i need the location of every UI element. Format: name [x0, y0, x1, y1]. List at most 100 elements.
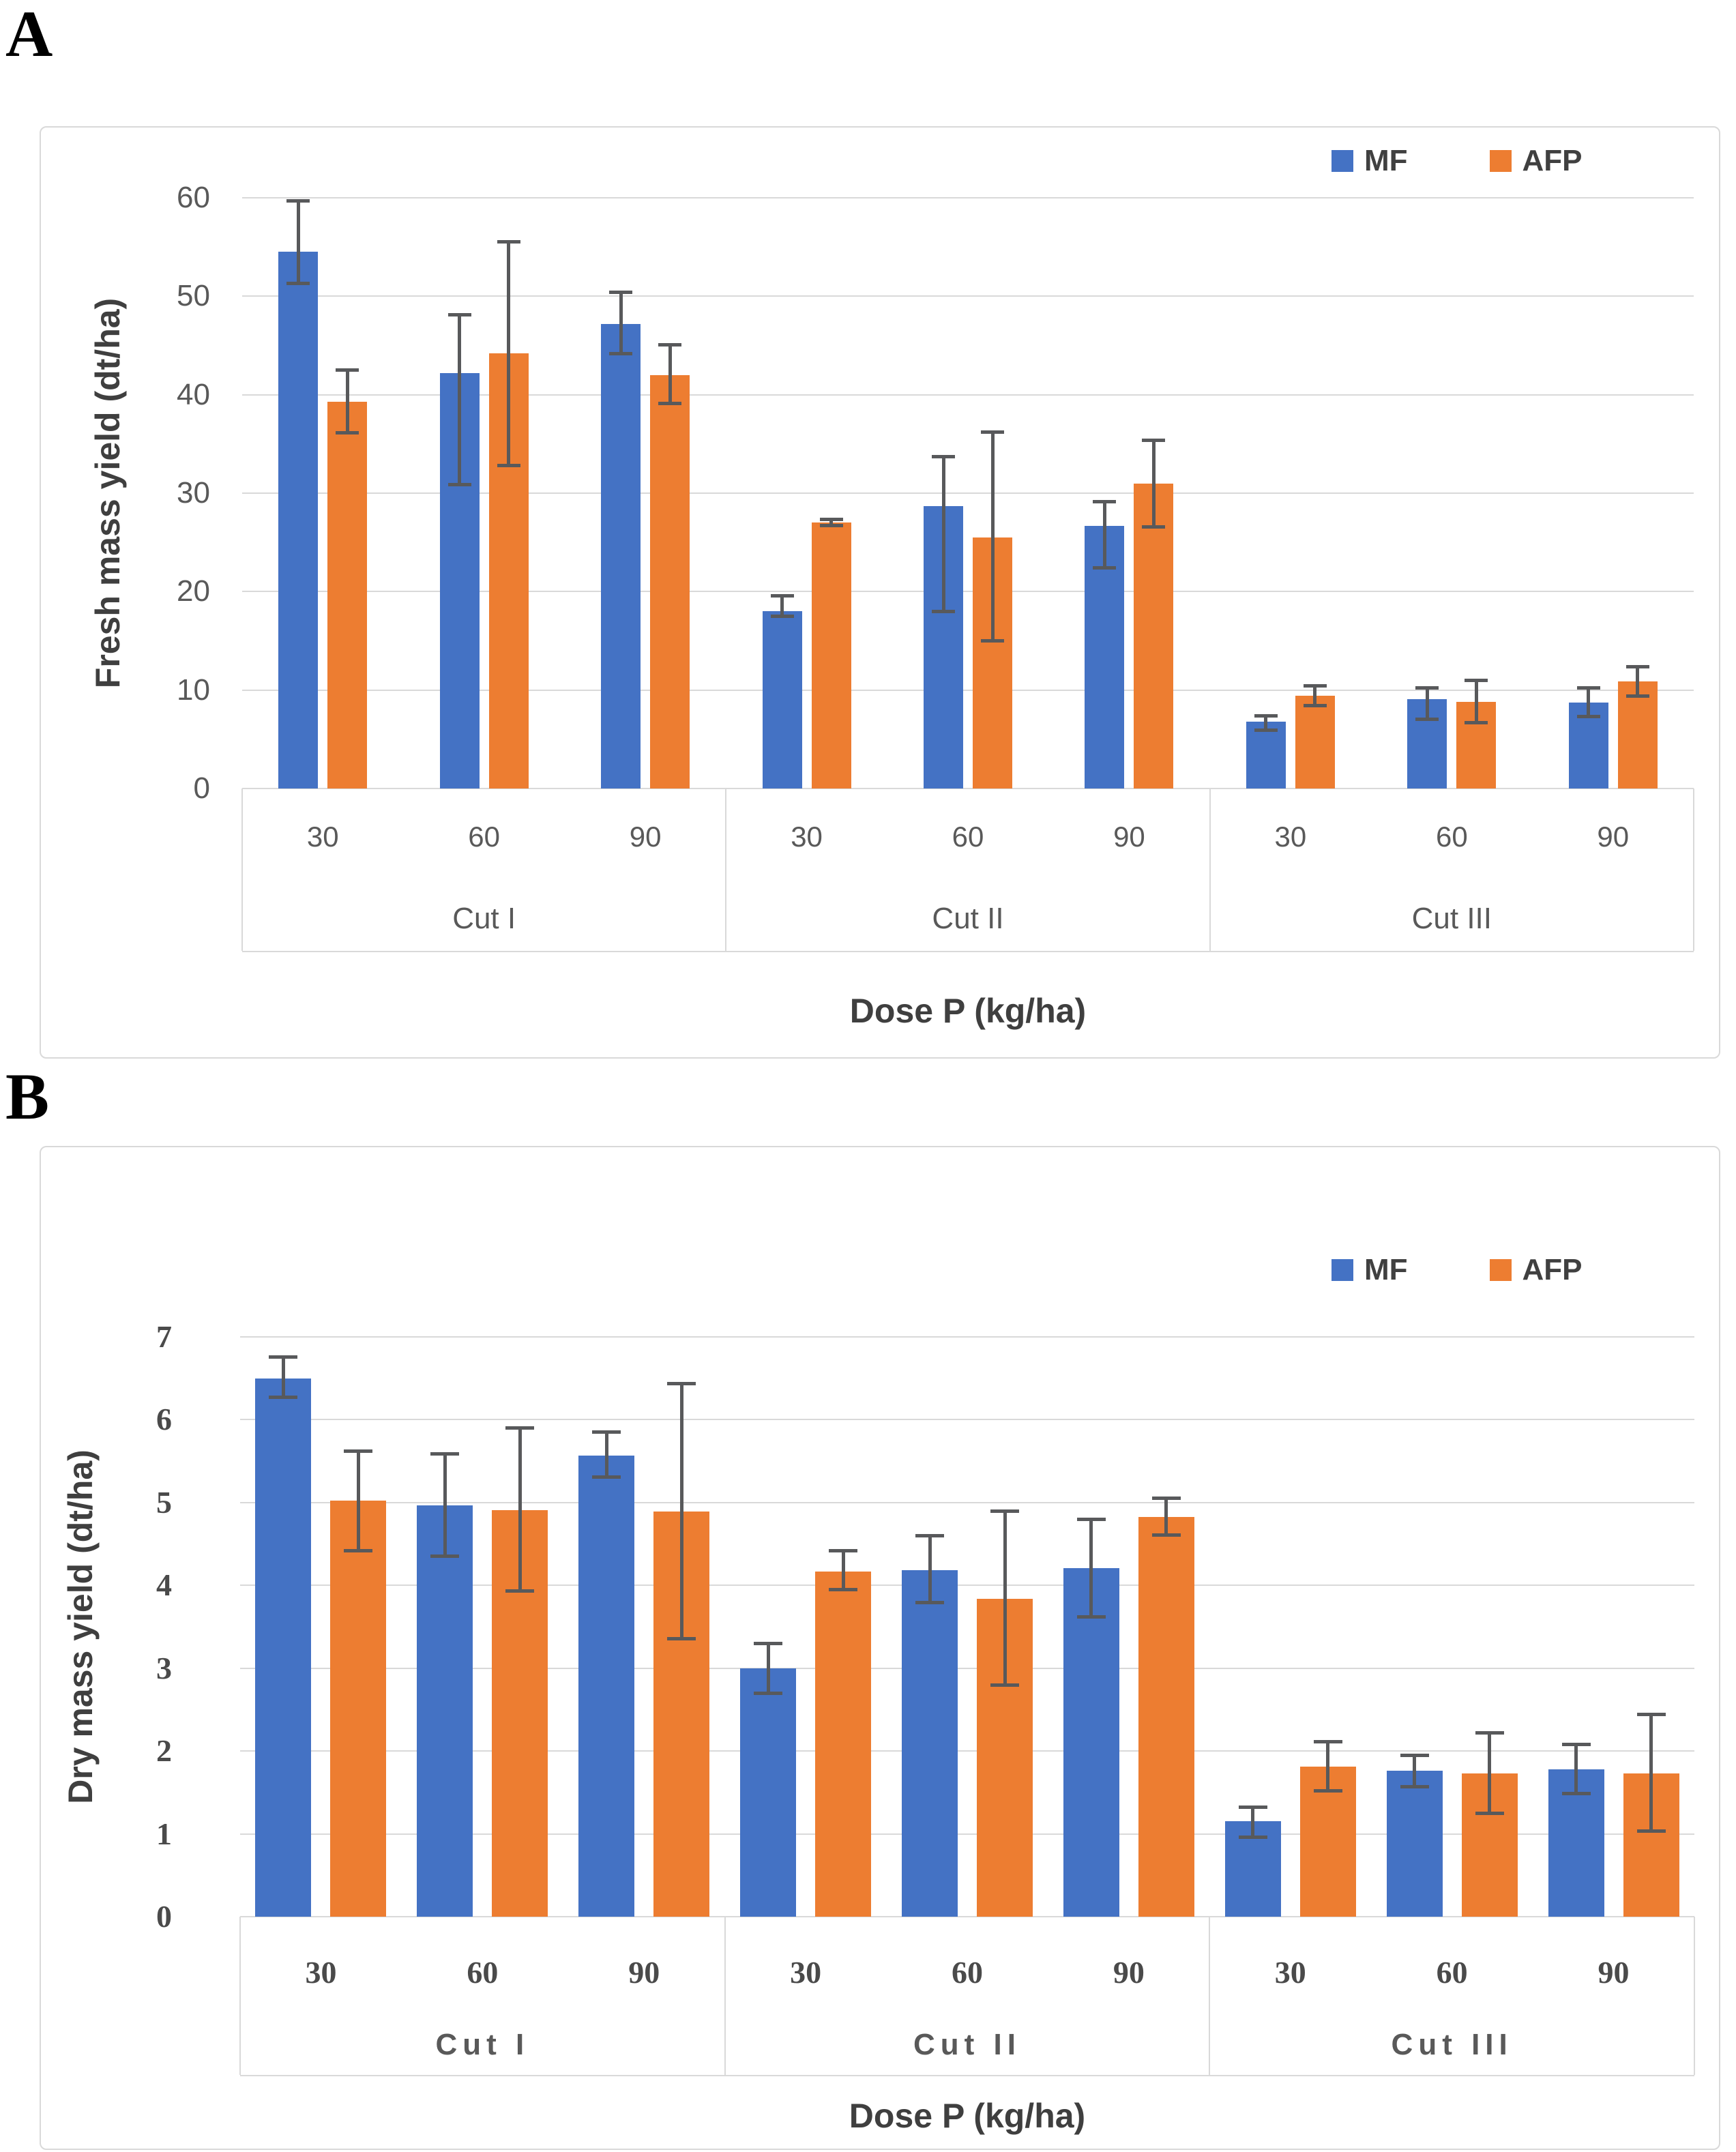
error-bar-cap	[1636, 1829, 1666, 1833]
error-bar	[1003, 1511, 1007, 1685]
error-bar	[1636, 666, 1640, 696]
error-bar-cap	[1576, 686, 1600, 690]
y-tick-label: 50	[177, 279, 210, 313]
dose-tick-label: 60	[952, 821, 984, 853]
cut-group-label: Cut III	[1391, 2028, 1513, 2061]
gridline	[242, 197, 1694, 198]
legend-a: MF AFP	[1332, 146, 1583, 176]
error-bar-cap	[1238, 1805, 1267, 1810]
error-bar-cap	[932, 609, 955, 613]
error-bar-cap	[447, 313, 471, 317]
gridline	[242, 295, 1694, 297]
error-bar	[941, 456, 945, 612]
y-tick-label: 20	[177, 574, 210, 608]
dose-tick-label: 30	[1274, 821, 1307, 853]
error-bar	[829, 519, 834, 526]
y-tick-label: 3	[156, 1650, 172, 1685]
axis-box-divider	[1693, 788, 1694, 951]
error-bar-cap	[497, 464, 520, 468]
axis-box-bottom-border	[242, 951, 1694, 952]
error-bar-cap	[667, 1636, 696, 1640]
gridline	[240, 1336, 1694, 1338]
legend-b-item-afp: AFP	[1489, 1253, 1583, 1286]
cut-group-label: Cut II	[913, 2028, 1021, 2061]
gridline	[240, 1584, 1694, 1587]
gridline	[240, 1667, 1694, 1669]
axis-box-bottom-border	[240, 2075, 1694, 2076]
y-tick-label: 2	[156, 1733, 172, 1769]
bar-mf	[1063, 1567, 1119, 1917]
y-tick-label: 30	[177, 476, 210, 510]
error-bar	[1251, 1807, 1255, 1838]
axis-box-divider	[1694, 1917, 1695, 2075]
legend-b-label-afp: AFP	[1522, 1253, 1583, 1286]
error-bar-cap	[344, 1548, 373, 1552]
error-bar	[458, 314, 462, 484]
error-bar-cap	[658, 402, 682, 406]
dose-tick-label: 60	[467, 1955, 499, 1990]
chart-b-area	[40, 1146, 1720, 2150]
error-bar-cap	[1238, 1835, 1267, 1839]
bar-afp	[1295, 696, 1335, 788]
error-bar	[518, 1428, 522, 1591]
legend-a-item-mf: MF	[1332, 146, 1408, 176]
error-bar-cap	[667, 1381, 696, 1385]
error-bar-cap	[1313, 1740, 1342, 1744]
error-bar-cap	[1636, 1713, 1666, 1717]
error-bar-cap	[932, 455, 955, 459]
dose-tick-label: 60	[1435, 821, 1468, 853]
dose-tick-label: 90	[1113, 1955, 1145, 1990]
error-bar	[1326, 1741, 1330, 1791]
error-bar	[990, 432, 995, 641]
dose-tick-label: 90	[1598, 1955, 1630, 1990]
gridline	[242, 492, 1694, 494]
y-tick-label: 1	[156, 1816, 172, 1851]
error-bar	[281, 1357, 285, 1398]
bar-afp	[1617, 681, 1658, 788]
gridline	[242, 591, 1694, 593]
dose-tick-label: 90	[1113, 821, 1145, 853]
error-bar-cap	[1561, 1742, 1591, 1746]
error-bar	[1313, 686, 1317, 706]
error-bar-cap	[1093, 566, 1117, 570]
gridline	[242, 394, 1694, 396]
error-bar	[679, 1383, 683, 1638]
gridline	[240, 1916, 1694, 1917]
error-bar-cap	[447, 482, 471, 486]
error-bar-cap	[829, 1587, 858, 1591]
error-bar-cap	[770, 593, 794, 598]
error-bar	[668, 344, 672, 404]
error-bar-cap	[1625, 694, 1649, 698]
bar-afp	[650, 374, 690, 788]
legend-b: MF AFP	[1332, 1255, 1583, 1285]
error-bar-cap	[1415, 686, 1439, 690]
error-bar-cap	[336, 368, 359, 372]
bar-afp	[1138, 1516, 1194, 1917]
error-bar-cap	[1465, 678, 1488, 682]
legend-a-label-afp: AFP	[1522, 144, 1583, 177]
gridline	[242, 788, 1694, 789]
error-bar-cap	[658, 342, 682, 347]
axis-box-divider	[1209, 1917, 1211, 2075]
error-bar-cap	[915, 1601, 944, 1605]
bar-mf	[601, 323, 641, 788]
error-bar-cap	[990, 1509, 1019, 1513]
error-bar-cap	[609, 291, 633, 295]
legend-b-marker-mf-icon	[1332, 1259, 1353, 1281]
bar-mf	[1386, 1771, 1443, 1917]
error-bar	[1413, 1755, 1417, 1787]
error-bar-cap	[1475, 1730, 1504, 1735]
error-bar-cap	[1400, 1753, 1429, 1757]
error-bar	[780, 595, 784, 617]
error-bar-cap	[981, 430, 1004, 434]
error-bar-cap	[1465, 720, 1488, 724]
bar-mf	[278, 252, 319, 788]
legend-b-item-mf: MF	[1332, 1255, 1408, 1285]
error-bar	[1425, 688, 1429, 720]
axis-box-divider	[239, 1917, 241, 2075]
legend-a-marker-mf-icon	[1332, 150, 1353, 172]
dose-tick-label: 60	[1436, 1955, 1468, 1990]
error-bar-cap	[1415, 718, 1439, 722]
gridline	[240, 1750, 1694, 1752]
bar-afp	[327, 401, 368, 788]
